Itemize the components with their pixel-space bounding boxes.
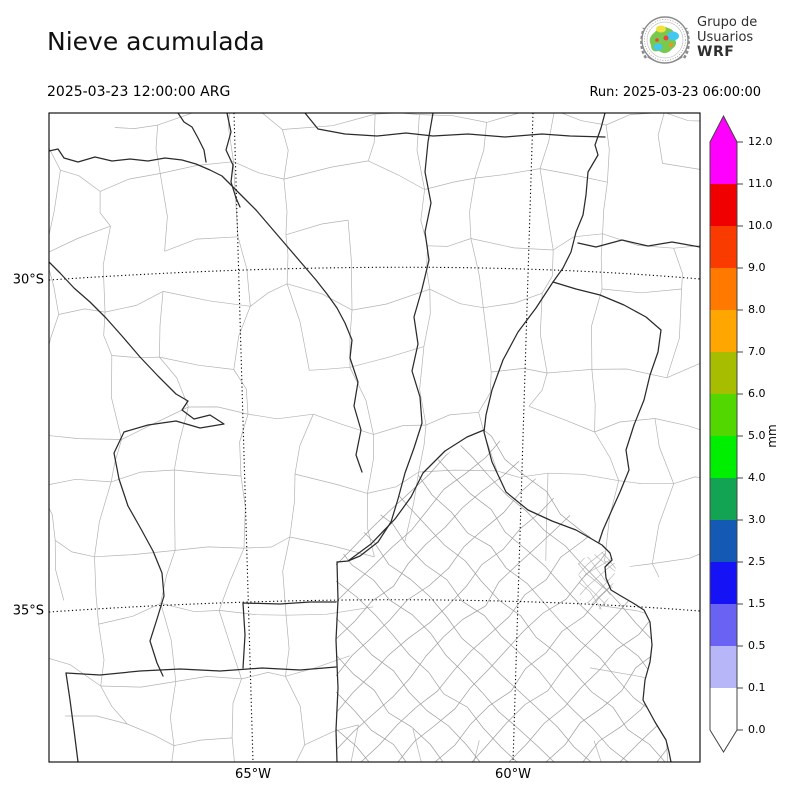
colorbar-tick-label: 2.5	[748, 555, 766, 569]
logo-inner-ring	[646, 21, 684, 59]
map-frame	[48, 112, 701, 763]
logo-map-blob-red	[663, 35, 669, 41]
colorbar-segment	[710, 478, 737, 520]
colorbar-under-arrow	[710, 730, 737, 752]
colorbar-segment	[710, 436, 737, 478]
logo-text-line1: Grupo de	[697, 15, 758, 30]
logo-text-line2: Usuarios	[697, 30, 754, 45]
colorbar-tick-label: 0.5	[748, 639, 766, 653]
colorbar-segment	[710, 394, 737, 436]
colorbar-tick-label: 5.0	[748, 429, 766, 443]
colorbar-tick-label: 1.5	[748, 597, 766, 611]
colorbar-tick-label: 6.0	[748, 387, 766, 401]
colorbar-unit-label: mm	[765, 424, 779, 448]
lon-label-65w: 65°W	[235, 767, 271, 782]
lon-label-60w: 60°W	[495, 767, 531, 782]
logo-text-line3: WRF	[697, 44, 735, 60]
colorbar-over-arrow	[710, 116, 737, 142]
rio-de-la-plata-water	[606, 560, 700, 762]
lat-label-30s: 30°S	[12, 272, 44, 288]
page-title: Nieve acumulada	[47, 27, 265, 56]
logo-map-blob-cyan2	[653, 43, 663, 51]
run-time-label: Run: 2025-03-23 06:00:00	[589, 85, 761, 100]
colorbar-segment	[710, 520, 737, 562]
province-boundaries	[49, 113, 700, 762]
colorbar-tick-label: 7.0	[748, 345, 766, 359]
colorbar-segment	[710, 226, 737, 268]
colorbar-tick-label: 12.0	[748, 135, 773, 149]
logo-laurel-left	[640, 27, 648, 59]
parallel-30s	[48, 266, 701, 281]
colorbar-segment	[710, 142, 737, 184]
logo-laurel-right	[682, 27, 690, 59]
colorbar-tick-label: 10.0	[748, 219, 773, 233]
colorbar-tick-label: 0.0	[748, 723, 766, 737]
colorbar-segment	[710, 688, 737, 730]
colorbar-segment	[710, 352, 737, 394]
lat-label-35s: 35°S	[12, 603, 44, 619]
colorbar-tick-label: 4.0	[748, 471, 766, 485]
parallel-35s	[48, 599, 701, 613]
valid-time-label: 2025-03-23 12:00:00 ARG	[47, 84, 231, 100]
colorbar-segment	[710, 604, 737, 646]
colorbar-segment	[710, 184, 737, 226]
colorbar-segment	[710, 268, 737, 310]
colorbar-tick-label: 8.0	[748, 303, 766, 317]
colorbar-segment	[710, 646, 737, 688]
logo-map-blob-orange	[669, 43, 673, 47]
logo-map-blob-red2	[655, 38, 659, 42]
logo-map-blob-cyan	[667, 31, 679, 41]
logo-ring-text	[644, 19, 686, 61]
colorbar-segment	[710, 310, 737, 352]
colorbar-segment	[710, 562, 737, 604]
colorbar-tick-label: 3.0	[748, 513, 766, 527]
colorbar-tick-label: 11.0	[748, 177, 773, 191]
colorbar	[709, 114, 743, 753]
logo-map-blob-yellow	[656, 25, 666, 33]
graticule-dotted-lines	[48, 112, 701, 763]
meridian-60w	[512, 112, 534, 763]
wrf-logo-emblem	[640, 16, 690, 64]
colorbar-tick-label: 9.0	[748, 261, 766, 275]
colorbar-tick-label: 0.1	[748, 681, 766, 695]
department-boundaries-mesh	[49, 113, 700, 762]
